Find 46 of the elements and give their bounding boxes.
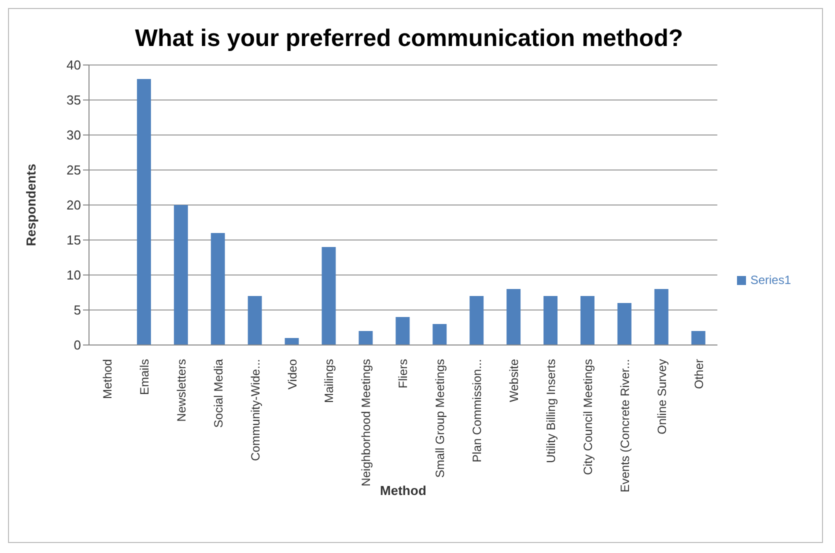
y-tick-label: 30 xyxy=(66,128,81,143)
y-tick-label: 0 xyxy=(74,338,81,353)
x-tick-label: Plan Commission... xyxy=(470,359,484,462)
y-tick-label: 5 xyxy=(74,302,81,318)
x-tick-label: Video xyxy=(285,358,300,390)
y-tick-label: 20 xyxy=(66,198,81,213)
x-tick-label: Newsletters xyxy=(174,359,188,422)
x-tick-label: Website xyxy=(507,358,522,402)
bar xyxy=(580,296,594,345)
x-tick-label: Social Media xyxy=(211,358,226,428)
x-tick-label: Community-Wide... xyxy=(248,359,262,462)
y-tick-label: 35 xyxy=(66,92,81,108)
x-tick-label: Online Survey xyxy=(654,359,669,434)
y-tick-label: 15 xyxy=(66,232,81,248)
bar xyxy=(506,289,521,345)
bar xyxy=(544,296,558,345)
bar xyxy=(396,317,410,345)
x-tick-label: Mailings xyxy=(322,359,336,404)
legend-label: Series1 xyxy=(750,273,791,287)
bar xyxy=(174,205,188,345)
bar xyxy=(284,338,299,345)
x-tick-label: Emails xyxy=(137,359,152,396)
x-tick-label: City Council Meetings xyxy=(580,359,595,476)
bar xyxy=(210,233,225,345)
bar xyxy=(470,296,484,345)
x-tick-label: Fliers xyxy=(396,359,410,388)
bar xyxy=(691,331,706,345)
x-axis-title: Method xyxy=(380,483,426,498)
bar xyxy=(654,289,668,345)
bar xyxy=(248,296,262,345)
bar xyxy=(358,331,373,345)
chart-title: What is your preferred communication method? xyxy=(134,24,684,54)
y-tick-label: 25 xyxy=(66,162,81,178)
x-tick-label: Method xyxy=(100,359,114,400)
bar xyxy=(617,303,632,345)
x-tick-label: Utility Billing Inserts xyxy=(544,359,558,464)
x-tick-label: Neighborhood Meetings xyxy=(359,359,374,486)
y-tick-label: 10 xyxy=(66,268,81,283)
y-tick-label: 40 xyxy=(66,58,81,73)
x-tick-label: Other xyxy=(692,359,706,390)
x-tick-label: Small Group Meetings xyxy=(433,359,448,478)
bar xyxy=(432,324,447,345)
bar xyxy=(136,79,151,345)
y-axis-title: Respondents xyxy=(24,164,39,246)
bar xyxy=(322,247,336,345)
x-tick-label: Events (Concrete River... xyxy=(618,359,632,492)
